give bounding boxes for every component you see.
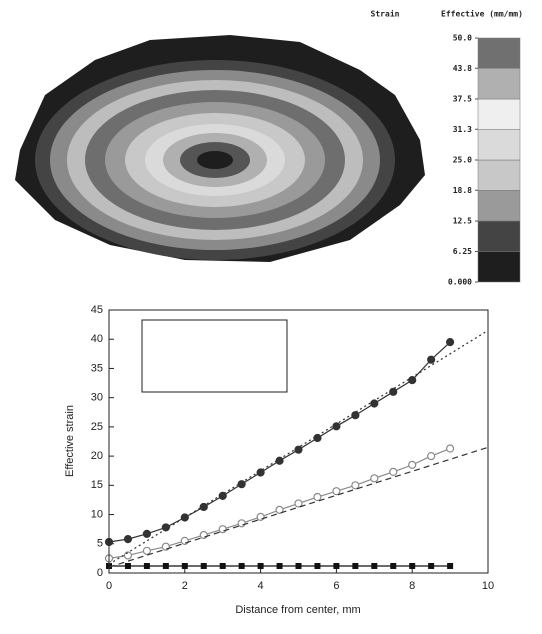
- x-tick-label: 8: [409, 580, 415, 592]
- colorbar-unit: Effective (mm/mm): [441, 9, 523, 19]
- marker: [428, 563, 434, 569]
- marker: [390, 468, 397, 475]
- marker: [277, 563, 283, 569]
- colorbar-tick-label: 50.0: [453, 34, 472, 43]
- marker: [143, 530, 150, 537]
- colorbar-band: [478, 252, 520, 283]
- x-tick-label: 6: [333, 580, 339, 592]
- figure: Strain Effective (mm/mm) 0.000 6.25 12.5 18…: [0, 0, 542, 629]
- colorbar-band: [478, 129, 520, 160]
- marker: [409, 461, 416, 468]
- x-tick-label: 4: [258, 580, 264, 592]
- contour-image: [15, 35, 425, 262]
- marker: [390, 563, 396, 569]
- x-tick-label: 10: [482, 580, 494, 592]
- marker: [428, 356, 435, 363]
- marker: [201, 563, 207, 569]
- colorbar-band: [478, 190, 520, 221]
- y-tick-label: 25: [91, 421, 103, 433]
- colorbar: 0.000 6.25 12.5 18.8 25.0 31.3 37.5 43.8 50.0: [448, 34, 520, 287]
- marker: [200, 532, 207, 539]
- marker: [428, 453, 435, 460]
- marker: [124, 552, 131, 559]
- y-tick-label: 5: [97, 538, 103, 550]
- marker: [238, 520, 245, 527]
- marker: [447, 563, 453, 569]
- marker: [296, 563, 302, 569]
- marker: [182, 563, 188, 569]
- colorbar-tick-label: 31.3: [453, 125, 472, 134]
- x-axis-title: Distance from center, mm: [235, 604, 360, 616]
- marker: [371, 563, 377, 569]
- y-tick-label: 30: [91, 392, 103, 404]
- marker: [258, 563, 264, 569]
- marker: [390, 388, 397, 395]
- legend-box: [142, 320, 287, 392]
- colorbar-band: [478, 160, 520, 190]
- marker: [220, 563, 226, 569]
- marker: [219, 526, 226, 533]
- colorbar-tick-label: 12.5: [453, 217, 472, 226]
- colorbar-tick-label: 18.8: [453, 186, 472, 195]
- y-tick-label: 40: [91, 333, 103, 345]
- colorbar-band: [478, 99, 520, 129]
- marker: [352, 563, 358, 569]
- marker: [333, 563, 339, 569]
- y-tick-label: 15: [91, 479, 103, 491]
- page: Strain Effective (mm/mm) 0.000 6.25 12.5 18…: [0, 0, 542, 634]
- marker: [333, 423, 340, 430]
- marker: [125, 563, 131, 569]
- colorbar-band: [478, 68, 520, 99]
- marker: [333, 488, 340, 495]
- y-tick-label: 0: [97, 567, 103, 579]
- marker: [144, 563, 150, 569]
- marker: [447, 445, 454, 452]
- colorbar-tick-label: 0.000: [448, 278, 472, 287]
- marker: [239, 563, 245, 569]
- marker: [352, 482, 359, 489]
- marker: [124, 536, 131, 543]
- marker: [143, 547, 150, 554]
- y-axis-title: Effective strain: [64, 405, 76, 477]
- marker: [314, 494, 321, 501]
- colorbar-band: [478, 221, 520, 252]
- marker: [181, 514, 188, 521]
- colorbar-tick-label: 25.0: [453, 156, 472, 165]
- y-tick-label: 45: [91, 304, 103, 316]
- colorbar-tick-label: 43.8: [453, 64, 472, 73]
- marker: [447, 339, 454, 346]
- marker: [181, 537, 188, 544]
- marker: [200, 503, 207, 510]
- y-tick-label: 20: [91, 450, 103, 462]
- marker: [295, 446, 302, 453]
- x-tick-label: 2: [182, 580, 188, 592]
- colorbar-tick-label: 6.25: [453, 247, 472, 256]
- series-line: [109, 449, 450, 559]
- marker: [352, 412, 359, 419]
- colorbar-title: Strain: [371, 9, 400, 19]
- contour-core: [197, 151, 233, 169]
- marker: [314, 434, 321, 441]
- marker: [163, 563, 169, 569]
- colorbar-band: [478, 38, 520, 68]
- marker: [314, 563, 320, 569]
- marker: [162, 543, 169, 550]
- marker: [257, 513, 264, 520]
- y-tick-label: 35: [91, 362, 103, 374]
- y-tick-label: 10: [91, 508, 103, 520]
- marker: [371, 475, 378, 482]
- colorbar-tick-label: 37.5: [453, 95, 472, 104]
- x-tick-label: 0: [106, 580, 112, 592]
- marker: [409, 563, 415, 569]
